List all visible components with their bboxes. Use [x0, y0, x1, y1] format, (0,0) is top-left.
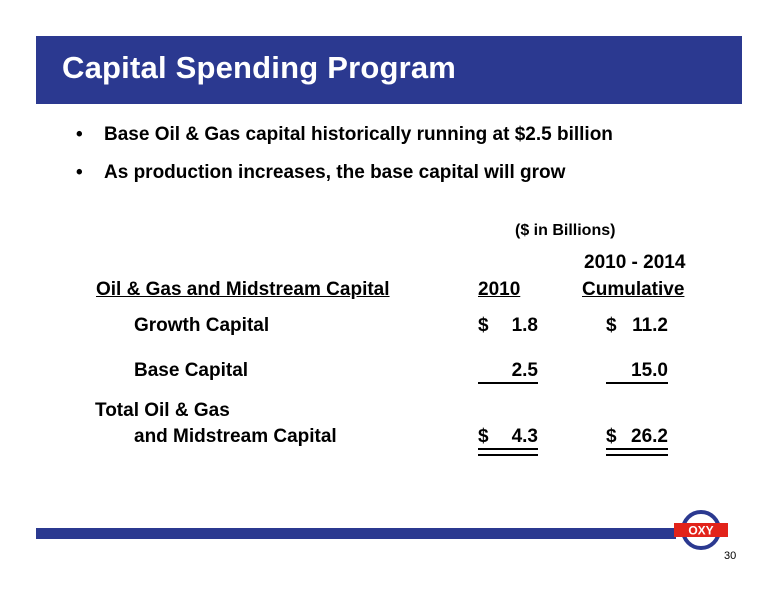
bullet-item: • Base Oil & Gas capital historically ru…	[76, 124, 613, 146]
bullet-text: Base Oil & Gas capital historically runn…	[104, 124, 613, 145]
currency-sign: $	[478, 426, 489, 447]
cell-value: 15.0	[631, 360, 668, 381]
subtotal-underline	[478, 382, 538, 384]
row-label-total-line1: Total Oil & Gas	[95, 400, 230, 421]
cell-base-cumulative: 15.0	[606, 360, 668, 384]
cell-growth-cumulative: $ 11.2	[606, 315, 668, 339]
cell-value: 2.5	[511, 360, 538, 381]
row-label-total-line2: and Midstream Capital	[134, 426, 337, 447]
slide-title: Capital Spending Program	[62, 50, 457, 85]
table-header-label: Oil & Gas and Midstream Capital	[96, 279, 390, 300]
bullet-marker: •	[76, 124, 83, 145]
cell-value: 1.8	[511, 315, 538, 336]
currency-sign: $	[606, 315, 617, 336]
oxy-logo: OXY	[674, 510, 728, 550]
table-header-2010: 2010	[478, 279, 521, 300]
currency-sign: $	[606, 426, 617, 447]
cell-base-2010: 2.5	[478, 360, 538, 384]
cell-value: 4.3	[511, 426, 538, 447]
bullet-text: As production increases, the base capita…	[104, 162, 566, 183]
table-header-cumulative-range: 2010 - 2014	[584, 252, 686, 273]
footer-bar	[36, 528, 676, 539]
bullet-list: • Base Oil & Gas capital historically ru…	[76, 124, 613, 200]
cell-total-cumulative: $ 26.2	[606, 426, 668, 456]
table-units: ($ in Billions)	[515, 222, 616, 239]
title-bar: Capital Spending Program	[36, 36, 742, 104]
cell-value: 11.2	[632, 315, 668, 336]
page-number: 30	[724, 550, 737, 562]
bullet-marker: •	[76, 162, 83, 183]
cell-value: 26.2	[631, 426, 668, 447]
subtotal-underline	[606, 382, 668, 384]
cell-total-2010: $ 4.3	[478, 426, 538, 456]
total-double-underline	[478, 448, 538, 456]
row-label-growth-capital: Growth Capital	[134, 315, 270, 336]
total-double-underline	[606, 448, 668, 456]
cell-growth-2010: $ 1.8	[478, 315, 538, 339]
bullet-item: • As production increases, the base capi…	[76, 162, 613, 184]
logo-text: OXY	[688, 524, 713, 538]
currency-sign: $	[478, 315, 489, 336]
row-label-base-capital: Base Capital	[134, 360, 249, 381]
table-header-cumulative: Cumulative	[582, 279, 685, 300]
